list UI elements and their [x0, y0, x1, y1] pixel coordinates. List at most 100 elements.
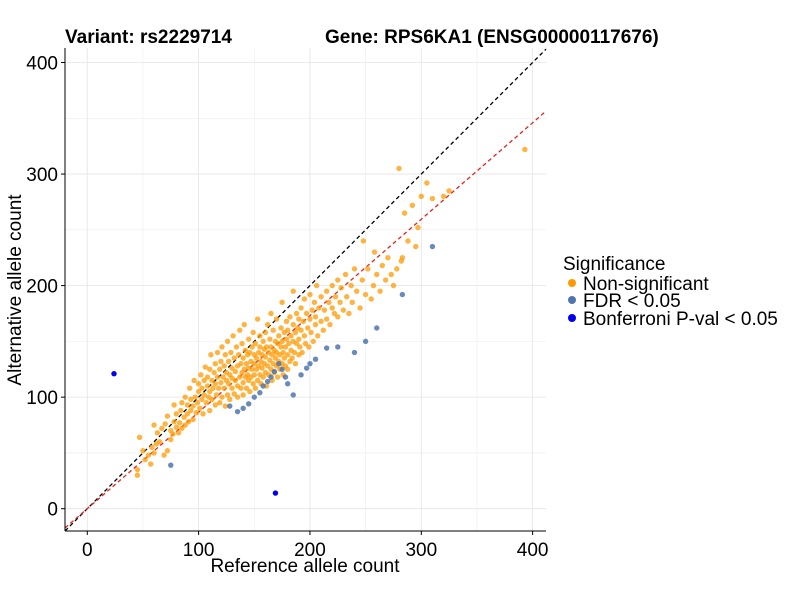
point-non-significant: [382, 277, 389, 283]
point-non-significant: [401, 210, 408, 216]
point-non-significant: [207, 388, 213, 395]
point-non-significant: [164, 447, 171, 454]
point-non-significant: [313, 282, 320, 289]
point-non-significant: [229, 365, 235, 371]
point-non-significant: [394, 266, 400, 272]
point-non-significant: [134, 466, 141, 473]
point-non-significant: [208, 352, 214, 358]
point-non-significant: [284, 352, 291, 358]
point-non-significant: [238, 385, 244, 391]
point-non-significant: [164, 413, 171, 419]
legend-entry-bonferroni: Bonferroni P-val < 0.05: [568, 309, 778, 330]
point-fdr: [362, 338, 369, 345]
point-non-significant: [241, 321, 247, 328]
point-non-significant: [239, 340, 245, 347]
point-fdr: [271, 368, 278, 375]
point-non-significant: [246, 336, 252, 342]
chart-title-gene: Gene: RPS6KA1 (ENSG00000117676): [325, 27, 659, 48]
point-non-significant: [217, 400, 223, 406]
point-non-significant: [210, 385, 216, 391]
point-non-significant: [307, 291, 313, 298]
legend-label-fdr: FDR < 0.05: [583, 291, 681, 312]
point-non-significant: [212, 402, 219, 408]
point-fdr: [307, 360, 313, 367]
point-non-significant: [224, 338, 231, 345]
point-non-significant: [298, 327, 304, 333]
point-non-significant: [399, 255, 406, 261]
point-non-significant: [257, 344, 263, 350]
point-non-significant: [204, 383, 211, 389]
point-non-significant: [308, 329, 314, 336]
legend-swatch-fdr: [568, 296, 576, 304]
point-non-significant: [357, 305, 363, 311]
point-non-significant: [335, 277, 341, 283]
point-fdr: [323, 345, 330, 351]
point-non-significant: [240, 379, 246, 386]
legend-label-non-significant: Non-significant: [583, 274, 709, 295]
point-fdr: [240, 405, 246, 411]
point-non-significant: [329, 282, 335, 289]
point-non-significant: [290, 321, 296, 328]
point-non-significant: [194, 400, 201, 406]
point-non-significant: [413, 243, 419, 250]
point-non-significant: [162, 421, 168, 427]
point-fdr: [257, 389, 263, 396]
point-non-significant: [268, 344, 274, 350]
point-non-significant: [243, 385, 250, 391]
point-non-significant: [348, 282, 354, 289]
legend-label-bonferroni: Bonferroni P-val < 0.05: [583, 309, 778, 330]
point-non-significant: [298, 305, 304, 311]
point-non-significant: [303, 310, 310, 317]
point-non-significant: [191, 377, 197, 384]
point-non-significant: [178, 407, 184, 414]
point-fdr: [284, 381, 291, 387]
point-non-significant: [218, 358, 224, 365]
point-non-significant: [270, 327, 276, 333]
point-non-significant: [269, 352, 275, 358]
point-fdr: [276, 360, 282, 367]
reference-lines: [64, 48, 547, 532]
point-non-significant: [281, 355, 288, 361]
point-non-significant: [337, 299, 343, 306]
point-non-significant: [184, 411, 191, 417]
point-non-significant: [288, 333, 294, 339]
point-non-significant: [359, 277, 365, 283]
point-non-significant: [202, 364, 208, 370]
point-non-significant: [199, 385, 205, 391]
point-non-significant: [225, 381, 232, 387]
point-fdr: [312, 356, 319, 362]
point-non-significant: [214, 349, 221, 356]
point-non-significant: [292, 329, 299, 336]
point-non-significant: [320, 327, 327, 333]
point-non-significant: [284, 327, 291, 333]
point-non-significant: [232, 368, 239, 375]
point-non-significant: [390, 282, 397, 289]
point-non-significant: [283, 318, 290, 324]
legend-swatch-non-significant: [568, 279, 576, 287]
point-non-significant: [331, 310, 338, 317]
point-non-significant: [311, 299, 318, 306]
point-non-significant: [368, 296, 374, 302]
point-non-significant: [446, 188, 452, 194]
point-non-significant: [222, 403, 229, 409]
point-non-significant: [262, 354, 269, 360]
point-non-significant: [263, 344, 270, 350]
point-bonferroni: [272, 490, 279, 496]
point-non-significant: [187, 385, 193, 391]
point-non-significant: [259, 365, 265, 371]
point-non-significant: [230, 333, 236, 339]
point-non-significant: [185, 418, 192, 425]
point-non-significant: [301, 296, 308, 302]
point-fdr: [290, 392, 296, 398]
point-non-significant: [335, 314, 341, 320]
legend-entry-non-significant: Non-significant: [568, 274, 709, 295]
point-non-significant: [209, 377, 215, 384]
point-non-significant: [278, 344, 284, 350]
point-non-significant: [233, 344, 240, 350]
point-non-significant: [332, 294, 339, 300]
point-non-significant: [207, 366, 213, 372]
point-fdr: [279, 366, 285, 372]
point-non-significant: [260, 338, 266, 345]
point-non-significant: [306, 344, 312, 350]
